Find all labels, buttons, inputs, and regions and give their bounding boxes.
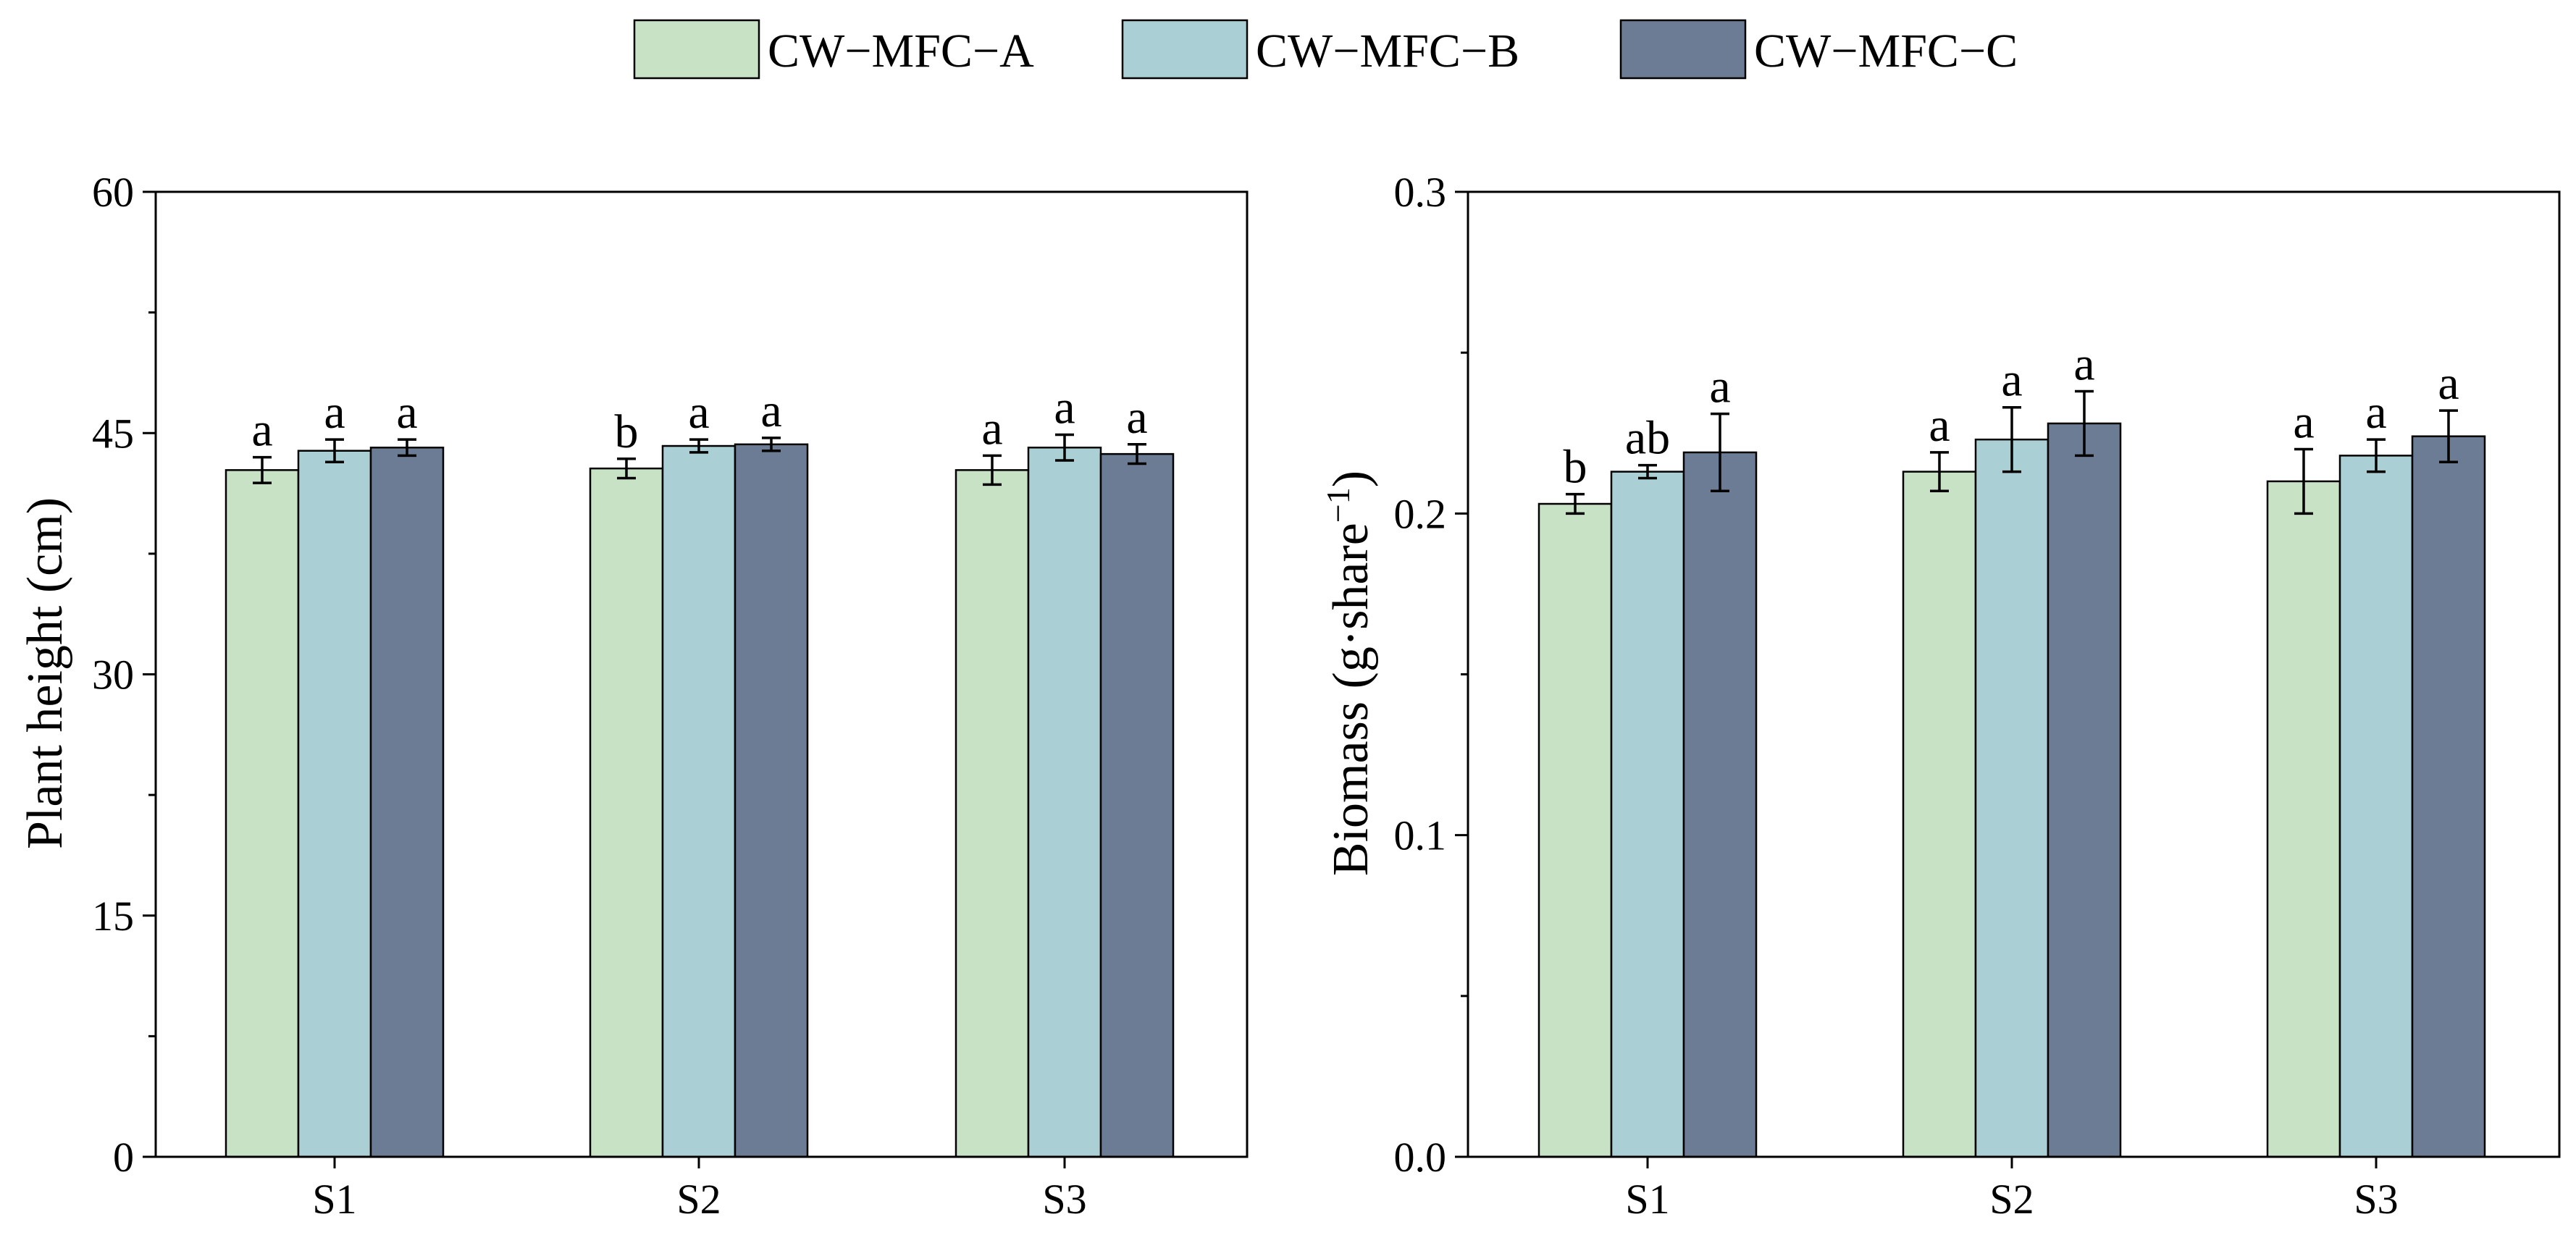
bar-biomass-s3-3 [2411,435,2486,1158]
error-bar-plant-height-s2-2 [689,438,708,454]
error-bar-biomass-s1-1 [1566,492,1585,515]
error-bar-plant-height-s1-3 [398,438,416,458]
significance-label: a [1054,381,1075,434]
error-bar-plant-height-s2-3 [762,437,781,452]
y-tick-label: 45 [92,410,134,457]
bar-plant-height-s3-1 [955,469,1030,1158]
legend-swatch-2 [1121,19,1249,80]
error-bar-biomass-s3-3 [2439,409,2458,463]
bar-biomass-s2-1 [1902,471,1977,1158]
x-category-label: S2 [676,1176,721,1223]
bar-plant-height-s2-1 [589,467,664,1158]
error-bar-plant-height-s2-1 [617,458,636,480]
error-bar-plant-height-s3-2 [1055,433,1074,462]
significance-label: a [396,386,417,439]
significance-label: a [2438,357,2459,410]
error-bar-biomass-s1-2 [1638,463,1657,480]
significance-label: b [615,405,639,458]
x-category-label: S1 [1625,1176,1669,1223]
bar-biomass-s3-2 [2338,455,2414,1158]
significance-label: a [2365,386,2386,439]
significance-label: a [981,402,1002,455]
significance-label: a [2073,337,2094,390]
y-tick-label: 0.0 [1394,1134,1447,1181]
significance-label: b [1564,441,1587,494]
legend-swatch-1 [633,19,760,80]
y-tick-label: 30 [92,652,134,699]
significance-label: ab [1625,412,1670,465]
error-bar-biomass-s1-3 [1711,412,1729,492]
error-bar-plant-height-s1-2 [325,438,344,463]
bar-biomass-s1-2 [1610,471,1685,1158]
bar-plant-height-s3-3 [1099,452,1175,1158]
significance-label: a [760,384,781,437]
bar-biomass-s1-1 [1537,502,1613,1158]
legend-label-2: CW−MFC−B [1256,25,1519,77]
error-bar-biomass-s2-3 [2075,389,2094,458]
significance-label: a [688,386,709,439]
legend-label-1: CW−MFC−A [768,25,1034,77]
bar-biomass-s2-2 [1974,438,2050,1158]
bar-plant-height-s1-3 [369,446,445,1158]
y-tick-label: 60 [92,169,134,216]
error-bar-biomass-s3-1 [2294,447,2313,515]
error-bar-plant-height-s3-1 [983,454,1002,486]
x-category-label: S3 [1042,1176,1086,1223]
bar-plant-height-s1-1 [225,469,300,1158]
bar-plant-height-s2-3 [734,443,809,1158]
y-tick-label: 0.2 [1394,490,1447,537]
x-category-label: S1 [312,1176,356,1223]
y-axis-title: Plant height (cm) [17,497,73,849]
significance-label: a [2001,354,2022,407]
legend-swatch-3 [1619,19,1747,80]
error-bar-plant-height-s3-3 [1128,443,1146,465]
y-tick-label: 0 [113,1134,134,1181]
error-bar-biomass-s2-2 [2002,405,2021,473]
significance-label: a [1126,391,1147,444]
legend: CW−MFC−A CW−MFC−B CW−MFC−C [633,19,2018,80]
significance-label: a [2293,395,2314,448]
significance-label: a [324,386,345,439]
bar-biomass-s2-3 [2047,422,2122,1158]
y-tick-label: 0.3 [1394,169,1447,216]
error-bar-plant-height-s1-1 [253,455,272,484]
significance-label: a [251,404,272,457]
y-axis-title: Biomass (g·share−1) [1320,471,1380,876]
y-tick-label: 15 [92,893,134,940]
bar-plant-height-s2-2 [661,444,737,1158]
bar-plant-height-s3-2 [1027,446,1102,1158]
error-bar-biomass-s3-2 [2367,438,2386,473]
y-tick-label: 0.1 [1394,812,1447,859]
x-category-label: S3 [2354,1176,2398,1223]
x-category-label: S2 [1989,1176,2034,1223]
significance-label: a [1709,361,1730,413]
error-bar-biomass-s2-1 [1930,451,1949,492]
significance-label: a [1929,399,1950,452]
bar-biomass-s3-1 [2266,480,2341,1158]
bar-plant-height-s1-2 [297,450,372,1158]
bar-biomass-s1-3 [1682,451,1758,1158]
legend-label-3: CW−MFC−C [1754,25,2018,77]
